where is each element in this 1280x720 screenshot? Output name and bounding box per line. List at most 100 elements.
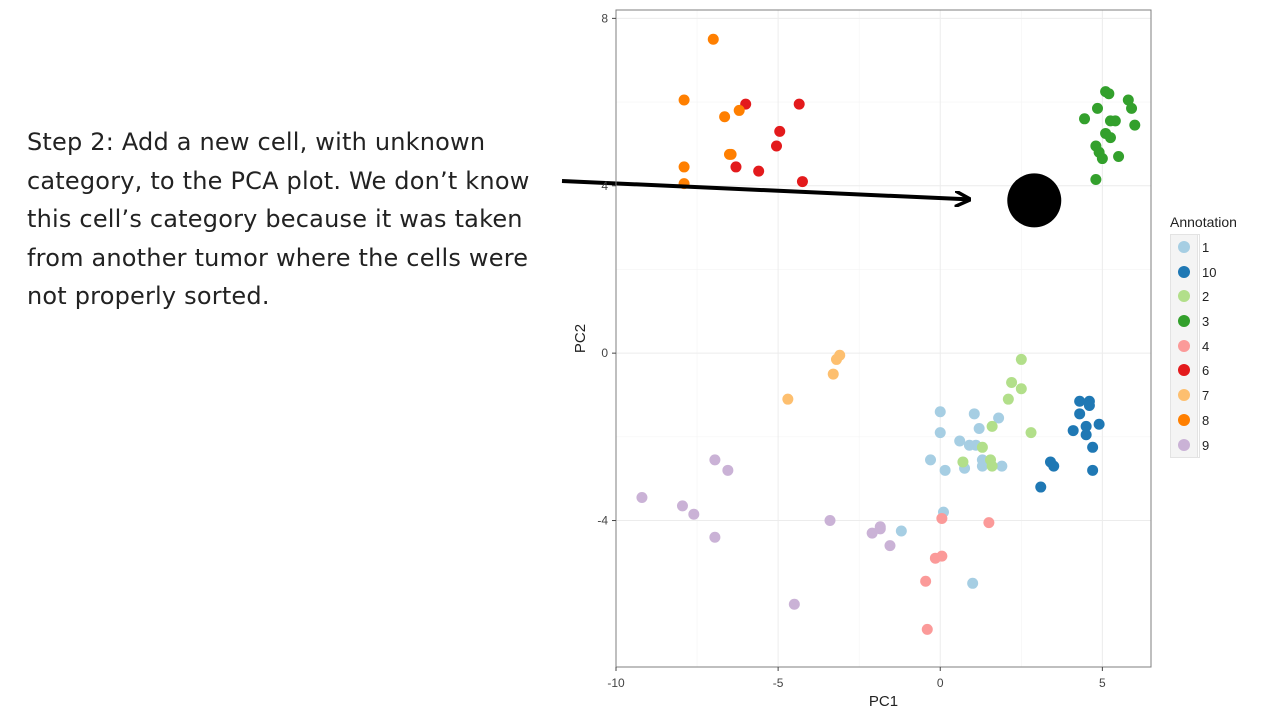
data-point-series-9 [866,527,878,539]
x-tick-label: 5 [1099,676,1106,690]
legend-swatch [1178,241,1190,253]
data-point-series-2 [957,456,969,468]
legend-swatch [1178,265,1190,278]
data-point-series-6 [753,165,765,177]
data-point-series-10 [1074,408,1086,420]
data-point-series-6 [774,125,786,137]
data-point-series-10 [1048,460,1060,472]
legend-swatch [1178,315,1190,328]
data-point-series-10 [1087,441,1099,453]
data-point-series-1 [996,460,1008,472]
step-description-text: Step 2: Add a new cell, with unknown cat… [27,128,530,310]
x-tick-label: -10 [607,676,625,690]
legend-item: 2 [1171,284,1231,310]
data-point-series-6 [771,140,782,152]
y-axis-label: PC2 [572,324,589,353]
legend-swatch [1178,438,1190,451]
data-point-series-7 [827,368,839,380]
data-point-series-9 [884,540,896,552]
plot-border [615,9,1152,668]
legend-key [1171,383,1198,408]
data-point-series-4 [983,517,995,529]
data-point-series-10 [1074,395,1086,407]
data-point-series-4 [936,512,948,524]
data-point-series-3 [1126,102,1138,114]
legend-key [1171,259,1198,285]
legend-item: 8 [1171,407,1231,433]
legend-label: 1 [1202,240,1210,255]
legend-label: 7 [1202,388,1210,404]
annotation-arrow [561,179,969,199]
data-point-series-9 [722,464,734,476]
data-point-series-1 [967,577,979,589]
data-point-series-3 [1079,113,1091,125]
legend-key [1171,333,1198,359]
legend: Annotation 1 10 2 3 4 6 7 8 9 [1170,214,1260,459]
legend-key [1171,284,1198,310]
data-point-series-3 [1103,88,1115,100]
data-point-series-2 [1002,393,1014,405]
data-point-series-2 [986,420,998,432]
data-point-series-4 [929,552,941,564]
data-point-series-10 [1093,418,1105,430]
data-point-series-2 [1025,427,1037,439]
legend-swatch [1178,364,1190,377]
data-point-series-3 [1129,119,1141,131]
legend-key [1171,407,1198,433]
data-point-series-9 [709,531,721,543]
data-point-series-10 [1087,464,1099,476]
data-point-series-10 [1083,399,1095,411]
legend-swatch [1178,290,1190,303]
data-point-series-2 [1015,353,1027,365]
data-point-series-7 [782,393,794,405]
data-point-series-9 [874,523,886,535]
legend-item: 1 [1171,235,1231,260]
x-tick-label: 0 [937,676,944,690]
y-tick-label: 0 [601,346,608,360]
legend-key [1171,432,1198,458]
new-cell-marker [1007,173,1062,228]
legend-label: 10 [1202,264,1217,280]
data-point-series-3 [1092,102,1103,114]
data-point-series-4 [920,575,932,587]
data-point-series-1 [934,427,946,439]
legend-key [1171,309,1198,334]
data-point-series-8 [733,104,745,116]
data-point-series-2 [1006,376,1018,388]
data-point-series-1 [954,435,966,447]
y-tick-label: -4 [597,514,608,528]
axes-layer: -10 -5 0 5 -4 0 4 8 PC1 PC2 [572,9,1152,710]
data-point-series-1 [973,422,985,434]
data-point-series-8 [707,33,719,45]
data-point-series-9 [824,515,836,527]
legend-item: 3 [1171,309,1231,334]
legend-item: 4 [1171,333,1231,359]
legend-item: 7 [1171,383,1231,408]
legend-label: 9 [1202,437,1210,453]
points-layer [636,33,1141,635]
data-point-series-1 [934,406,946,418]
legend-swatch [1178,339,1190,352]
grid-layer [615,10,1151,667]
data-point-series-2 [986,460,998,472]
legend-keys-box: 1 10 2 3 4 6 7 8 9 [1170,234,1216,459]
data-point-series-8 [678,161,690,173]
data-point-series-10 [1080,429,1092,441]
data-point-series-8 [725,148,737,160]
legend-key [1171,235,1198,260]
data-point-series-6 [796,176,808,188]
data-point-series-9 [676,500,688,512]
legend-item: 10 [1171,259,1231,285]
data-point-series-3 [1104,132,1116,144]
data-point-series-3 [1113,150,1125,162]
legend-item: 9 [1171,432,1231,458]
legend-item: 6 [1171,358,1231,384]
overlay-layer [561,173,1062,228]
y-tick-label: 4 [601,179,608,193]
x-tick-label: -5 [773,676,784,690]
data-point-series-9 [688,508,700,520]
legend-label: 6 [1202,363,1210,379]
data-point-series-2 [1015,383,1027,395]
legend-key [1171,358,1198,384]
data-point-series-7 [830,353,842,365]
